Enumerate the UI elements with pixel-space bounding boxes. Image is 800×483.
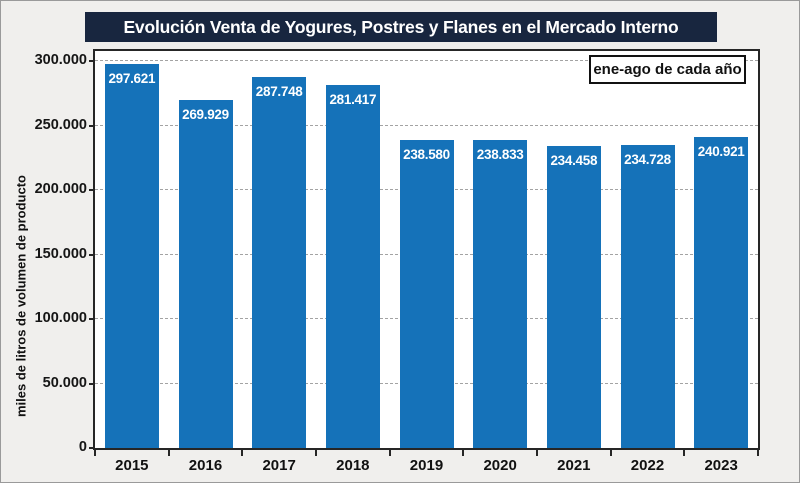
y-axis-tick bbox=[89, 318, 95, 321]
bar-value-label: 269.929 bbox=[182, 106, 229, 122]
bar-value-label: 234.458 bbox=[550, 152, 598, 168]
y-tick-label: 200.000 bbox=[34, 181, 87, 198]
y-axis-tick bbox=[89, 253, 95, 256]
x-axis-tick bbox=[388, 450, 391, 456]
chart-title: Evolución Venta de Yogures, Postres y Fl… bbox=[85, 12, 717, 42]
bar: 281.417 bbox=[325, 85, 380, 448]
bar-value-label: 240.921 bbox=[697, 144, 745, 160]
x-tick-label: 2016 bbox=[188, 457, 223, 474]
y-tick-label: 300.000 bbox=[34, 52, 87, 69]
x-tick-label: 2017 bbox=[262, 457, 296, 474]
y-tick-label: 150.000 bbox=[34, 245, 87, 262]
y-axis-tick bbox=[89, 124, 95, 127]
x-axis-tick bbox=[94, 450, 96, 456]
x-axis-tick bbox=[536, 450, 538, 456]
bar: 240.921 bbox=[694, 137, 749, 448]
x-tick-label: 2021 bbox=[557, 457, 591, 474]
y-tick-label: 0 bbox=[78, 439, 87, 455]
annotation-box: ene-ago de cada año bbox=[589, 55, 746, 84]
x-tick-label: 2022 bbox=[630, 457, 665, 474]
bar-value-label: 238.833 bbox=[476, 146, 524, 162]
bar-value-label: 281.417 bbox=[329, 92, 377, 108]
x-axis-tick bbox=[609, 450, 612, 456]
bar: 234.458 bbox=[546, 145, 601, 448]
bar: 234.728 bbox=[620, 145, 675, 448]
x-axis-tick bbox=[462, 450, 465, 456]
x-tick-label: 2019 bbox=[409, 457, 444, 474]
bar: 297.621 bbox=[104, 64, 159, 448]
bar: 287.748 bbox=[252, 76, 307, 448]
x-axis-tick bbox=[167, 450, 170, 456]
y-axis-tick bbox=[89, 447, 95, 449]
gridline bbox=[95, 60, 758, 62]
y-axis-tick bbox=[89, 382, 95, 385]
x-axis-tick bbox=[315, 450, 317, 456]
y-axis-tick bbox=[89, 60, 95, 63]
bar-value-label: 238.580 bbox=[403, 147, 450, 163]
bar-value-label: 234.728 bbox=[624, 152, 671, 168]
bar: 238.833 bbox=[473, 139, 528, 448]
plot-area: 297.621 269.929 287.748 281.417 238.580 238.8… bbox=[93, 49, 760, 450]
x-tick-label: 2018 bbox=[336, 457, 370, 474]
x-tick-label: 2015 bbox=[115, 457, 149, 474]
y-tick-label: 50.000 bbox=[42, 374, 87, 391]
x-axis-tick bbox=[683, 450, 686, 456]
bar: 238.580 bbox=[399, 140, 454, 448]
x-tick-label: 2023 bbox=[704, 457, 738, 474]
y-tick-label: 100.000 bbox=[34, 310, 87, 327]
bar: 269.929 bbox=[178, 99, 233, 448]
y-axis-tick bbox=[89, 189, 95, 192]
bar-value-label: 287.748 bbox=[255, 83, 303, 99]
x-axis-tick bbox=[241, 450, 244, 456]
x-tick-label: 2020 bbox=[483, 457, 517, 474]
gridline bbox=[95, 124, 758, 126]
bar-value-label: 297.621 bbox=[108, 71, 156, 87]
y-tick-label: 250.000 bbox=[34, 116, 87, 133]
x-axis-tick bbox=[757, 450, 759, 456]
